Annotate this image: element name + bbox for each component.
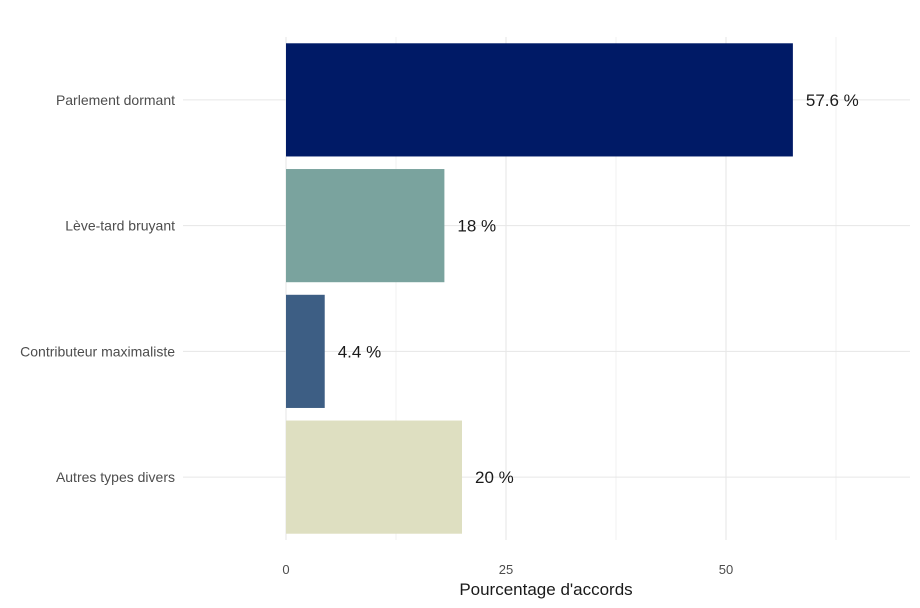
bar-0 bbox=[286, 43, 793, 157]
bars bbox=[286, 43, 793, 534]
bar-value-label: 57.6 % bbox=[806, 91, 859, 110]
bar-value-label: 18 % bbox=[457, 217, 496, 236]
x-tick-label: 50 bbox=[719, 562, 733, 577]
bar-value-label: 20 % bbox=[475, 468, 514, 487]
x-axis-title: Pourcentage d'accords bbox=[459, 580, 632, 599]
category-label: Autres types divers bbox=[56, 469, 175, 485]
x-tick-labels: 0 25 50 bbox=[282, 562, 733, 577]
bar-value-label: 4.4 % bbox=[338, 342, 381, 361]
bar-2 bbox=[286, 294, 325, 408]
category-label: Parlement dormant bbox=[56, 92, 175, 108]
category-labels: Parlement dormant Lève-tard bruyant Contri… bbox=[20, 92, 175, 485]
x-tick-label: 25 bbox=[499, 562, 513, 577]
category-label: Lève-tard bruyant bbox=[65, 218, 175, 234]
x-tick-label: 0 bbox=[282, 562, 289, 577]
bar-1 bbox=[286, 169, 445, 283]
bar-3 bbox=[286, 420, 462, 534]
data-labels: 57.6 % 18 % 4.4 % 20 % bbox=[338, 91, 859, 487]
category-label: Contributeur maximaliste bbox=[20, 343, 175, 359]
